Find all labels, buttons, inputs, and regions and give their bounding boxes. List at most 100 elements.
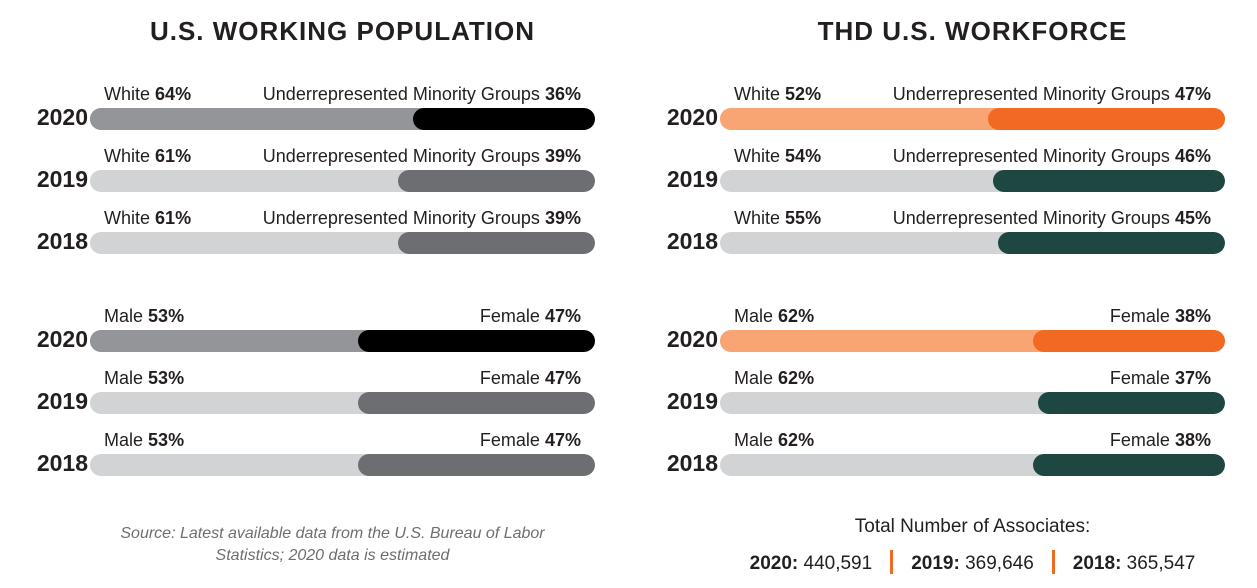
year-label: 2020 — [666, 104, 718, 130]
right-category-label: Female 38% — [1109, 306, 1211, 326]
bar-track — [720, 454, 1225, 476]
left-category-label: White 55% — [734, 208, 822, 228]
bar-row: 2019 Male 62% Female 37% — [658, 368, 1228, 428]
panel-title: THD U.S. WORKFORCE — [817, 16, 1128, 46]
bar-track — [720, 330, 1225, 352]
bar-track — [90, 392, 595, 414]
bar-track — [90, 232, 595, 254]
bar-segment-right — [357, 330, 595, 352]
left-value-label: 53 — [148, 306, 169, 326]
year-label: 2019 — [666, 388, 718, 414]
right-value-label: 45 — [1174, 208, 1195, 228]
right-value-label: 39 — [544, 208, 565, 228]
right-value-label: 47 — [544, 368, 565, 388]
right-category-label: Underrepresented Minority Groups 36% — [262, 84, 581, 104]
left-category-name: White — [104, 146, 151, 166]
bar-segment-right — [1038, 392, 1225, 414]
right-category-label: Female 47% — [479, 368, 581, 388]
left-category-label: Male 62% — [734, 430, 815, 450]
left-value-label: 64 — [155, 84, 176, 104]
bar-track — [720, 392, 1225, 414]
left-category-name: Male — [104, 306, 144, 326]
bar-row: 2020 Male 62% Female 38% — [658, 306, 1228, 366]
left-category-name: White — [734, 208, 781, 228]
left-category-name: White — [104, 84, 151, 104]
bar-track — [90, 330, 595, 352]
bar-track — [720, 232, 1225, 254]
left-category-name: Male — [734, 368, 774, 388]
right-category-label: Underrepresented Minority Groups 39% — [262, 208, 581, 228]
left-category-name: Male — [734, 306, 774, 326]
year-label: 2019 — [36, 388, 88, 414]
year-label: 2020 — [36, 326, 88, 352]
left-value-label: 61 — [155, 146, 176, 166]
right-value-label: 38 — [1174, 430, 1195, 450]
bar-segment-right — [997, 232, 1225, 254]
right-category-name: Underrepresented Minority Groups — [892, 84, 1170, 104]
year-label: 2019 — [36, 166, 88, 192]
left-category-label: White 61% — [104, 208, 192, 228]
left-category-name: Male — [734, 430, 774, 450]
left-value-label: 62 — [778, 306, 799, 326]
bar-row: 2018 Male 62% Female 38% — [658, 430, 1228, 490]
thd-workforce-panel: THD U.S. WORKFORCE 2020 White 52% Underrepr… — [658, 0, 1228, 510]
right-category-name: Female — [479, 306, 540, 326]
bar-row: 2020 White 64% Underrepresented Minority G… — [28, 84, 598, 144]
left-category-label: Male 53% — [104, 368, 185, 388]
bar-track — [90, 170, 595, 192]
right-value-label: 39 — [544, 146, 565, 166]
year-label: 2019 — [666, 166, 718, 192]
left-value-label: 53 — [148, 430, 169, 450]
right-value-label: 36 — [544, 84, 565, 104]
left-value-label: 53 — [148, 368, 169, 388]
left-value-label: 61 — [155, 208, 176, 228]
left-category-label: White 54% — [734, 146, 822, 166]
bar-row: 2020 Male 53% Female 47% — [28, 306, 598, 366]
year-label: 2020 — [36, 104, 88, 130]
right-category-name: Underrepresented Minority Groups — [892, 208, 1170, 228]
bar-segment-right — [357, 454, 595, 476]
year-label: 2020 — [666, 326, 718, 352]
right-category-name: Female — [479, 430, 540, 450]
left-category-label: White 64% — [104, 84, 192, 104]
right-category-name: Female — [479, 368, 540, 388]
right-value-label: 47 — [544, 430, 565, 450]
bar-segment-right — [1033, 454, 1225, 476]
bar-row: 2019 White 54% Underrepresented Minority G… — [658, 146, 1228, 206]
right-category-label: Underrepresented Minority Groups 39% — [262, 146, 581, 166]
right-category-name: Underrepresented Minority Groups — [262, 208, 540, 228]
right-value-label: 46 — [1174, 146, 1195, 166]
year-label: 2018 — [36, 450, 88, 476]
right-category-label: Underrepresented Minority Groups 45% — [892, 208, 1211, 228]
right-category-label: Female 47% — [479, 306, 581, 326]
left-value-label: 62 — [778, 368, 799, 388]
right-value-label: 37 — [1174, 368, 1195, 388]
right-category-label: Underrepresented Minority Groups 46% — [892, 146, 1211, 166]
total-separator — [890, 550, 894, 574]
panel-title: U.S. WORKING POPULATION — [149, 16, 536, 46]
totals-line: 2020: 440,591 2019: 369,646 2018: 365,547 — [720, 550, 1225, 575]
left-value-label: 55 — [785, 208, 806, 228]
left-category-name: Male — [104, 368, 144, 388]
right-category-label: Underrepresented Minority Groups 47% — [892, 84, 1211, 104]
left-category-name: Male — [104, 430, 144, 450]
total-2020: 2020: 440,591 — [749, 553, 873, 574]
right-category-name: Underrepresented Minority Groups — [262, 84, 540, 104]
left-category-label: Male 62% — [734, 368, 815, 388]
left-value-label: 52 — [785, 84, 806, 104]
bar-segment-right — [398, 170, 595, 192]
left-category-name: White — [734, 84, 781, 104]
total-2018: 2018: 365,547 — [1072, 553, 1196, 574]
source-note: Source: Latest available data from the U… — [120, 525, 545, 564]
bar-row: 2018 Male 53% Female 47% — [28, 430, 598, 490]
left-category-name: White — [104, 208, 151, 228]
right-value-label: 47 — [544, 306, 565, 326]
bar-track — [90, 108, 595, 130]
bar-segment-right — [398, 232, 595, 254]
right-category-label: Female 38% — [1109, 430, 1211, 450]
year-label: 2018 — [666, 228, 718, 254]
left-value-label: 62 — [778, 430, 799, 450]
left-category-label: Male 53% — [104, 306, 185, 326]
bar-track — [90, 454, 595, 476]
left-category-label: White 52% — [734, 84, 822, 104]
